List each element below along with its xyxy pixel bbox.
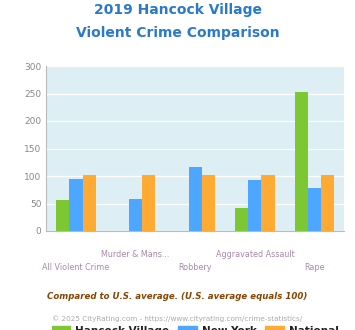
- Text: Compared to U.S. average. (U.S. average equals 100): Compared to U.S. average. (U.S. average …: [47, 292, 308, 301]
- Legend: Hancock Village, New York, National: Hancock Village, New York, National: [47, 322, 343, 330]
- Bar: [308, 187, 321, 231]
- Bar: [295, 92, 308, 231]
- Text: Robbery: Robbery: [179, 263, 212, 272]
- Text: All Violent Crime: All Violent Crime: [42, 263, 110, 272]
- Bar: [56, 200, 70, 231]
- Text: Rape: Rape: [304, 263, 325, 272]
- Bar: [248, 180, 261, 231]
- Bar: [321, 175, 334, 231]
- Text: © 2025 CityRating.com - https://www.cityrating.com/crime-statistics/: © 2025 CityRating.com - https://www.city…: [53, 315, 302, 322]
- Bar: [142, 175, 155, 231]
- Bar: [235, 208, 248, 231]
- Text: 2019 Hancock Village: 2019 Hancock Village: [93, 3, 262, 17]
- Bar: [261, 175, 274, 231]
- Bar: [202, 175, 215, 231]
- Bar: [70, 179, 82, 231]
- Bar: [189, 167, 202, 231]
- Text: Violent Crime Comparison: Violent Crime Comparison: [76, 26, 279, 40]
- Bar: [82, 175, 95, 231]
- Text: Murder & Mans...: Murder & Mans...: [102, 250, 170, 259]
- Text: Aggravated Assault: Aggravated Assault: [215, 250, 294, 259]
- Bar: [129, 199, 142, 231]
